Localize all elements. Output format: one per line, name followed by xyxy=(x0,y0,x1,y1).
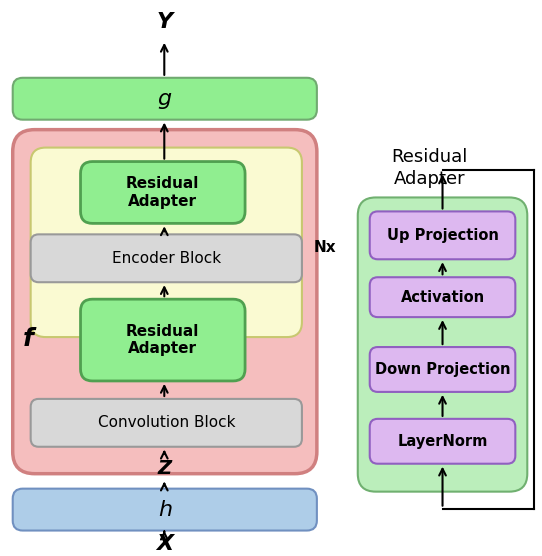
FancyBboxPatch shape xyxy=(370,211,515,259)
FancyBboxPatch shape xyxy=(370,347,515,392)
FancyBboxPatch shape xyxy=(81,162,245,224)
FancyBboxPatch shape xyxy=(358,197,527,492)
Text: Down Projection: Down Projection xyxy=(375,362,510,377)
FancyBboxPatch shape xyxy=(31,399,302,447)
Text: Residual
Adapter: Residual Adapter xyxy=(126,324,199,356)
FancyBboxPatch shape xyxy=(31,147,302,337)
Text: Up Projection: Up Projection xyxy=(386,228,499,243)
Text: Activation: Activation xyxy=(401,290,485,305)
FancyBboxPatch shape xyxy=(370,419,515,464)
FancyBboxPatch shape xyxy=(81,299,245,381)
Text: LayerNorm: LayerNorm xyxy=(397,434,488,449)
Text: Encoder Block: Encoder Block xyxy=(112,251,221,266)
Text: Residual
Adapter: Residual Adapter xyxy=(391,147,468,188)
FancyBboxPatch shape xyxy=(12,489,317,530)
Text: Nx: Nx xyxy=(313,240,336,255)
Text: X: X xyxy=(156,534,173,554)
FancyBboxPatch shape xyxy=(12,78,317,120)
Text: g: g xyxy=(158,89,172,109)
FancyBboxPatch shape xyxy=(370,277,515,317)
Text: Y: Y xyxy=(156,12,172,32)
Text: Z: Z xyxy=(157,459,171,478)
Text: Convolution Block: Convolution Block xyxy=(98,415,235,430)
Text: Residual
Adapter: Residual Adapter xyxy=(126,176,199,208)
FancyBboxPatch shape xyxy=(31,234,302,282)
Text: f: f xyxy=(23,327,34,351)
FancyBboxPatch shape xyxy=(12,130,317,474)
Text: h: h xyxy=(158,500,172,520)
